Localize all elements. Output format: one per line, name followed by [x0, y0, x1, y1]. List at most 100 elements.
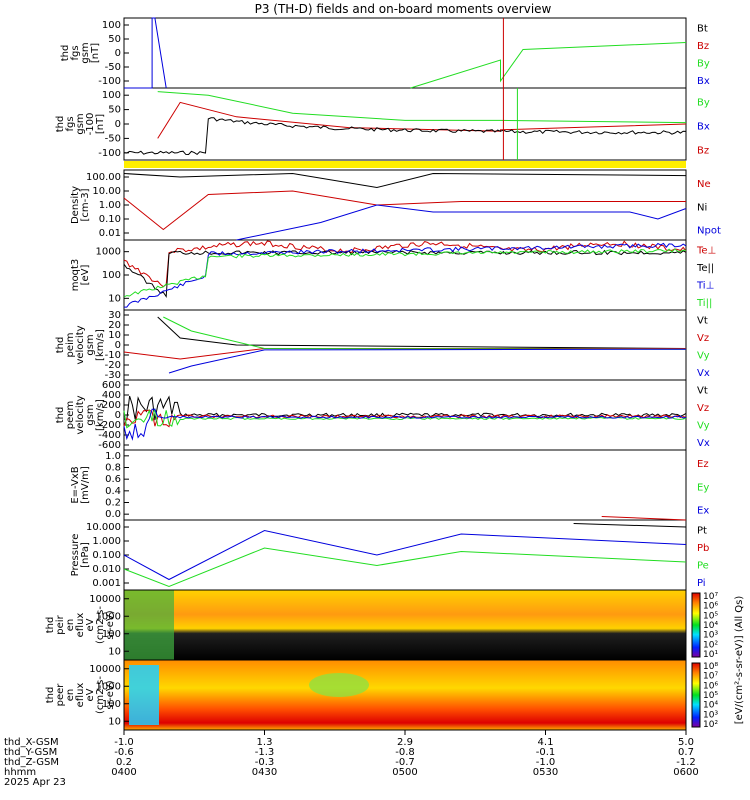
- y-axis-label-line: -100: [85, 113, 96, 136]
- pressure-pi-line: [123, 529, 687, 581]
- peer-spectrogram: [124, 660, 686, 730]
- y-axis-label-line: thd: [55, 116, 66, 133]
- legend-By: By: [697, 59, 710, 70]
- colorbar-peer: [691, 662, 701, 728]
- y-axis-label-line: Pressure: [70, 534, 81, 577]
- y-tick-label: -30: [105, 370, 121, 381]
- y-axis-label: thd peir en eflux eV (cm2-s-sr-eV): [45, 606, 116, 644]
- y-axis-label-line: eflux: [75, 613, 86, 638]
- y-axis-label: thd peim velocity gsm [km/s]: [55, 325, 106, 364]
- y-tick-label: 100: [102, 90, 121, 101]
- legend-Te⊥: Te⊥: [696, 246, 716, 257]
- peim-vy-line: [163, 316, 687, 350]
- panel-frame-efield: [123, 449, 687, 521]
- legend-Bz: Bz: [697, 41, 709, 52]
- fgs-dsl-bz-line: [157, 101, 687, 139]
- y-axis-label-line: fgs: [65, 116, 76, 131]
- y-axis-label-line: [nPa]: [80, 542, 91, 568]
- x-row-label-thd_X-GSM: thd_X-GSM: [4, 737, 59, 748]
- x-tick-label: 0600: [673, 767, 698, 778]
- density-ni-line: [123, 172, 687, 189]
- y-axis-label-line: [cm-3]: [80, 188, 91, 221]
- x-tick-label: 0400: [111, 767, 136, 778]
- x-tick-label: -1.2: [676, 757, 696, 768]
- y-tick-label: 10: [108, 646, 121, 657]
- x-tick-label: 2.9: [397, 737, 413, 748]
- y-tick-label: -100: [98, 148, 121, 159]
- y-tick-label: 0.8: [105, 463, 121, 474]
- panel-frame-pressure: [123, 519, 687, 591]
- y-axis-label-line: [eV]: [80, 265, 91, 286]
- y-axis-label-line: sr-eV): [105, 680, 116, 709]
- y-axis-label-line: gsm: [85, 334, 96, 355]
- y-tick-label: 10.000: [86, 522, 121, 533]
- x-tick-label: 4.1: [538, 737, 554, 748]
- y-tick-label: 100: [102, 699, 121, 710]
- peir-spectrogram: [124, 590, 686, 660]
- x-tick-label: -1.0: [114, 737, 134, 748]
- y-tick-label: 400: [102, 390, 121, 401]
- y-tick-label: -100: [98, 76, 121, 87]
- y-axis-label-line: [km/s]: [95, 329, 106, 361]
- y-axis-label-line: en: [65, 689, 76, 702]
- y-axis-label-line: peir: [55, 614, 66, 634]
- y-axis-label-line: [mV/m]: [80, 466, 91, 504]
- colorbar-tick-peer: 10⁶: [703, 681, 718, 691]
- legend-Vz: Vz: [697, 403, 709, 414]
- peer-spectrogram-patch: [309, 673, 369, 697]
- y-axis-label-line: peer: [55, 683, 66, 707]
- legend-Pe: Pe: [697, 561, 709, 572]
- y-axis-label: thd fgs gsm -100 [nT]: [55, 113, 106, 136]
- peer-spectrogram-burst: [129, 665, 159, 725]
- y-axis-label-line: fgs: [70, 45, 81, 60]
- x-row-label-thd_Y-GSM: thd_Y-GSM: [4, 747, 57, 758]
- legend-Ne: Ne: [697, 179, 711, 190]
- panel-fgs: 100 50 0 -50 -100 thd fgs gsm [nT] Bt Bz By Bx: [60, 17, 710, 89]
- y-tick-label: 600: [102, 380, 121, 391]
- x-row-label-thd_Z-GSM: thd_Z-GSM: [4, 757, 59, 768]
- y-axis-label-line: Density: [70, 186, 81, 224]
- y-tick-label: 0.0: [105, 509, 121, 520]
- y-tick-label: 0.010: [92, 564, 121, 575]
- y-axis-label: thd peer en eflux eV (cm2-s-sr-eV): [45, 676, 116, 714]
- y-tick-label: 1000: [96, 247, 121, 258]
- temp-tiperp-line: [124, 242, 687, 308]
- legend-Ey: Ey: [697, 482, 709, 493]
- y-axis-label-line: [km/s]: [95, 399, 106, 431]
- y-axis-label-line: peim: [65, 332, 76, 357]
- y-axis-label-line: eflux: [75, 683, 86, 708]
- colorbar-tick-peir: 10¹: [703, 650, 718, 660]
- y-tick-label: 0.4: [105, 486, 121, 497]
- peem-vx-line: [123, 408, 687, 441]
- colorbar-tick-peer: 10⁷: [703, 672, 718, 682]
- efield-ez-line: [601, 516, 687, 521]
- colorbar-tick-peer: 10³: [703, 710, 718, 720]
- y-tick-label: -50: [105, 62, 121, 73]
- y-tick-label: 0.2: [105, 498, 121, 509]
- legend-Pt: Pt: [697, 526, 707, 537]
- x-tick-label: -0.3: [255, 757, 275, 768]
- y-axis-label-line: thd: [45, 687, 56, 704]
- temp-teperp-line: [123, 240, 687, 288]
- colorbar-tick-peer: 10⁵: [703, 691, 718, 701]
- y-axis-label-line: eV: [85, 618, 96, 631]
- peem-vt-line: [123, 395, 687, 421]
- y-axis-label-line: velocity: [75, 325, 86, 364]
- colorbar-tick-peir: 10²: [703, 640, 718, 650]
- y-axis-label-line: thd: [45, 617, 56, 634]
- legend-Te||: Te||: [696, 263, 714, 274]
- y-axis-label-line: eV: [85, 688, 96, 701]
- y-tick-label: -20: [105, 360, 121, 371]
- x-tick-label: 0500: [392, 767, 417, 778]
- fgs-dsl-bt-line: [123, 117, 687, 156]
- y-tick-label: 100: [102, 270, 121, 281]
- y-axis-label-line: thd: [55, 407, 66, 424]
- y-tick-label: 50: [108, 105, 121, 116]
- y-axis-label-line: [nT]: [95, 114, 106, 134]
- legend-Pb: Pb: [697, 543, 709, 554]
- y-tick-label: 10.00: [92, 186, 121, 197]
- peim-vt-line: [157, 316, 687, 349]
